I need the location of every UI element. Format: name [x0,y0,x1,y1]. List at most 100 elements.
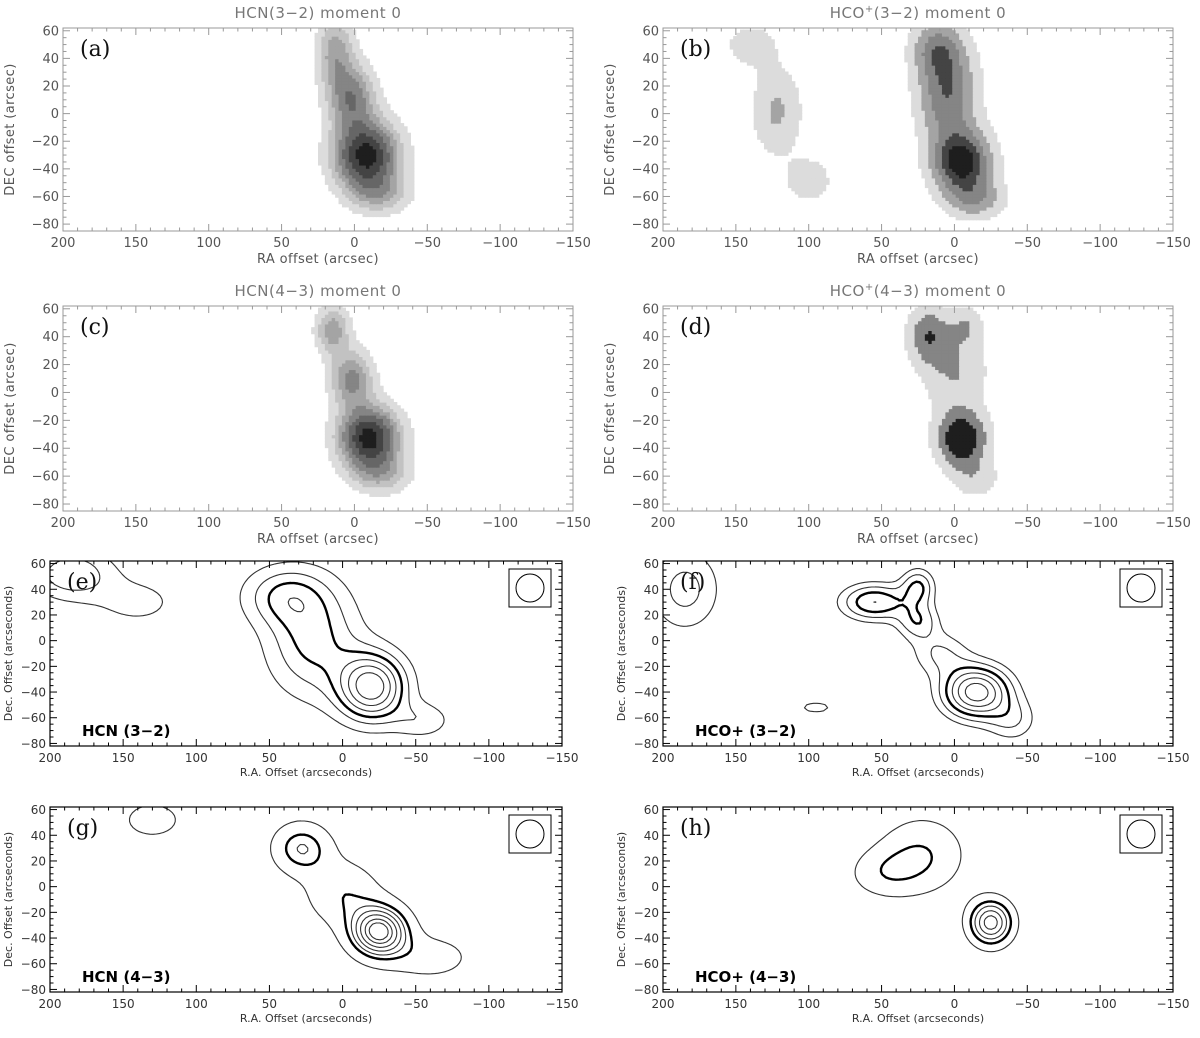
fill-cell [962,97,967,102]
fill-cell [328,52,333,56]
fill-cell [324,113,329,118]
fill-cell [396,470,401,475]
fill-cell [969,132,974,137]
fill-cell [986,463,991,468]
fill-cell [787,74,792,79]
fill-cell [379,408,384,413]
fill-cell [928,424,933,429]
fill-cell [945,411,950,416]
fill-cell [969,210,974,214]
fill-cell [348,356,353,361]
fill-cell [376,174,381,179]
fill-cell [321,152,326,156]
fill-cell [359,142,364,147]
fill-cell [406,463,412,468]
fill-cell [359,411,364,416]
fill-cell [362,152,367,156]
fill-cell [962,437,967,442]
fill-cell [359,197,364,201]
fill-cell [341,135,346,140]
fill-cell [962,450,967,455]
fill-cell [355,395,360,400]
fill-cell [770,65,775,69]
fill-cell [787,171,792,176]
fill-cell [331,424,336,429]
fill-cell [345,401,350,406]
fill-cell [750,58,755,63]
fill-cell [798,103,803,108]
fill-cell [938,421,943,426]
fill-cell [379,444,384,449]
fill-cell [791,126,796,131]
fill-cell [352,372,357,377]
fill-cell [341,463,346,468]
fill-cell [921,161,926,166]
fill-cell [736,45,741,50]
fill-cell [753,39,758,44]
fill-cell [983,174,988,179]
fill-cell [389,486,394,491]
fill-cell [760,126,765,131]
fill-cell [396,161,401,166]
fill-cell [338,385,343,390]
fill-cell [777,77,782,82]
fill-cell [976,444,981,449]
fill-cell [763,71,768,76]
fill-cell [393,135,398,140]
fill-cell [962,36,967,40]
fill-cell [379,486,384,491]
fill-cell [328,388,333,393]
fill-cell [362,379,367,384]
fill-cell [753,100,758,105]
fill-cell [386,116,391,121]
fill-cell [774,55,779,60]
fill-cell [924,45,929,50]
fill-cell [389,142,394,147]
fill-cell [959,139,964,143]
fill-cell [945,457,950,462]
fill-cell [321,28,326,31]
fill-cell [355,84,360,89]
fill-cell [965,155,970,160]
fill-cell [341,411,346,416]
fill-cell [345,190,350,195]
fill-cell [928,55,933,60]
fill-cell [941,42,946,47]
fill-cell [983,431,988,436]
fill-cell [328,349,333,354]
fill-cell [318,320,323,325]
fill-cell [328,48,333,53]
fill-cell [362,90,367,95]
fill-cell [952,97,957,102]
fill-cell [945,84,950,89]
fill-cell [376,145,381,150]
fill-cell [938,29,943,34]
fill-cell [383,437,388,442]
fill-cell [959,441,964,445]
fill-cell [324,181,329,185]
fill-cell [348,132,353,137]
fill-cell [784,97,789,102]
fill-cell [969,139,974,143]
fill-cell [352,366,357,371]
fill-cell [359,441,364,445]
fill-cell [972,428,977,432]
fill-cell [818,190,823,195]
fill-cell [369,460,374,465]
fill-cell [969,177,974,182]
fill-cell [935,193,940,198]
fill-cell [962,161,967,166]
fill-cell [369,395,374,400]
fill-cell [365,200,370,205]
fill-cell [983,181,988,185]
fill-cell [372,428,377,432]
fill-cell [931,87,936,92]
fill-cell [372,470,377,475]
fill-cell [324,428,329,432]
fill-cell [941,431,946,436]
fill-cell [935,65,940,69]
fill-cell [410,161,415,166]
fill-cell [410,467,415,471]
fill-cell [757,126,762,131]
fill-cell [345,314,350,318]
